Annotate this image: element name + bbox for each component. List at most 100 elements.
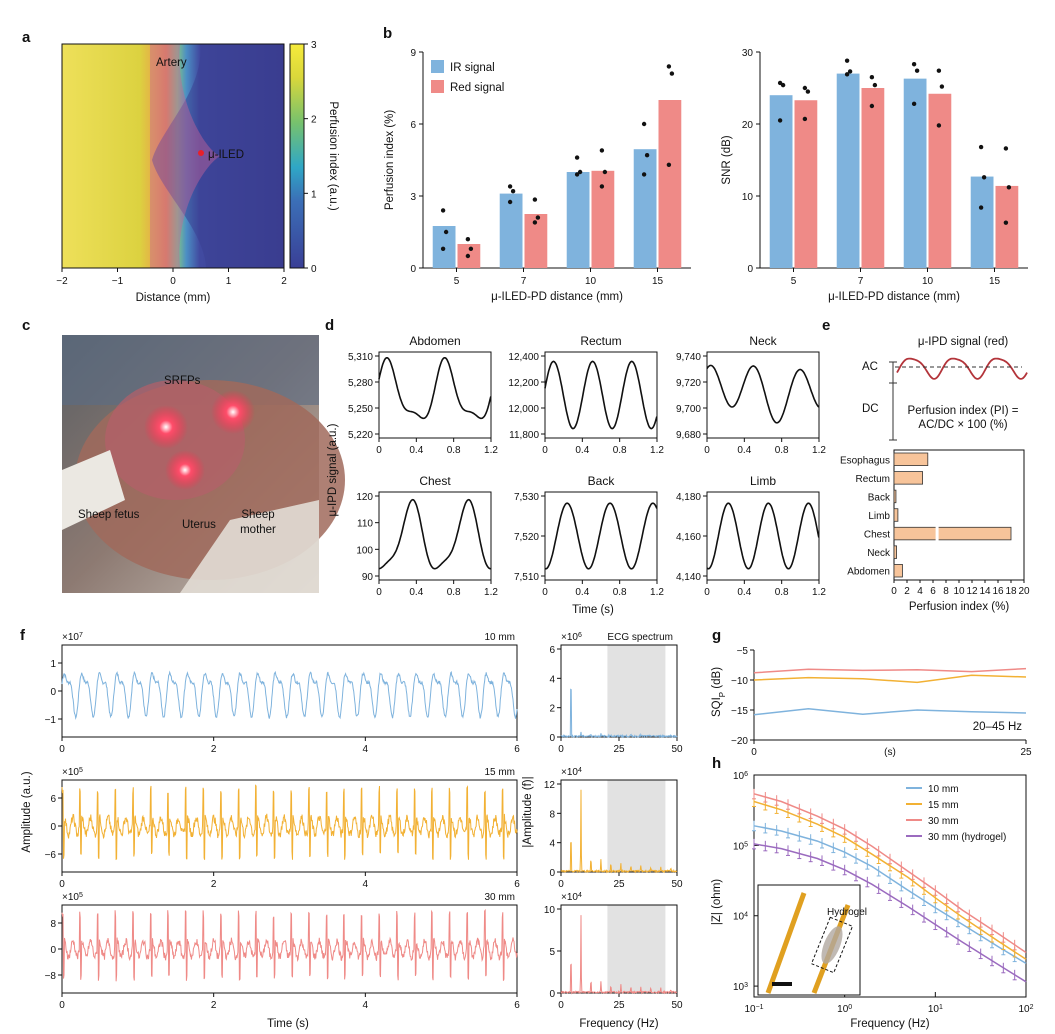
h-xtick-label: 102: [1018, 1004, 1033, 1016]
f-ytick-label: 1: [50, 659, 56, 670]
d-signal-line: [544, 360, 658, 430]
f-exponent: ×105: [62, 767, 83, 779]
data-point: [939, 84, 945, 89]
d-frame: [378, 491, 492, 581]
h-ytick-label: 106: [733, 771, 748, 783]
data-point: [780, 82, 786, 88]
e-category-label: Esophagus: [840, 455, 890, 466]
e-formula-2: AC/DC × 100 (%): [918, 419, 1007, 431]
data-point: [443, 229, 449, 235]
led-marker: [198, 150, 204, 156]
data-point: [641, 172, 647, 177]
d-xtick-label: 0.4: [409, 587, 423, 598]
data-point: [802, 116, 808, 122]
data-point: [936, 68, 942, 73]
h-legend-label: 30 mm: [928, 816, 959, 827]
f-exponent: ×107: [62, 632, 83, 644]
f-spec-ytick-label: 6: [549, 645, 555, 656]
x-tick-label: 5: [791, 276, 797, 287]
f-ytick-label: 8: [50, 919, 56, 930]
d-xtick-label: 1.2: [650, 587, 664, 598]
data-point: [872, 82, 878, 88]
d-ytick-label: 12,400: [508, 352, 539, 363]
colorbar: [289, 43, 305, 269]
f-spec-ytick-label: 0: [549, 989, 555, 1000]
e-category-label: Limb: [868, 511, 890, 522]
panel-a: Artery μ-ILED −2 −1 0 1 2 Distance (mm) 0 1 2 3…: [56, 40, 339, 304]
y-tick-label: 9: [410, 48, 416, 59]
f-spec-ytick-label: 0: [549, 733, 555, 744]
d-ytick-label: 5,310: [348, 352, 373, 363]
artery-label: Artery: [156, 57, 187, 69]
h-ytick-label: 104: [733, 911, 748, 923]
f-signal-line: [61, 784, 518, 861]
d-xtick-label: 1.2: [650, 445, 664, 456]
panel-g-ylabel: SQIP (dB): [711, 667, 727, 717]
data-point: [844, 58, 850, 63]
f-spec-ytick-label: 12: [544, 780, 556, 791]
e-xlabel: Perfusion index (%): [909, 601, 1010, 613]
data-point: [599, 184, 605, 189]
d-frame: [706, 351, 820, 439]
led-glow-1: [144, 405, 188, 449]
data-point: [978, 205, 984, 210]
x-axis-label: μ-ILED-PD distance (mm): [491, 291, 623, 303]
data-point: [666, 64, 672, 69]
y-tick-label: 6: [410, 120, 416, 131]
f-xtick-label: 0: [59, 744, 65, 755]
colorbar-ticks: 0 1 2 3: [304, 40, 317, 275]
g-ytick-label: −15: [731, 706, 748, 717]
f-ytick-label: 0: [50, 945, 56, 956]
data-point: [577, 169, 583, 175]
panel-c-photo: SRFPs Sheep fetus Uterus Sheep mother: [62, 335, 345, 593]
y-axis-label: Perfusion index (%): [384, 110, 396, 211]
data-point: [510, 189, 516, 194]
d-xtick-label: 0: [376, 445, 382, 456]
data-point: [844, 72, 850, 77]
f-xtick-label: 6: [514, 1000, 520, 1011]
f-ytick-label: −6: [45, 850, 57, 861]
h-legend-label: 30 mm (hydrogel): [928, 832, 1006, 843]
panel-e-bar-chart: Esophagus Rectum Back Limb Chest Neck Abdomen0…: [840, 449, 1030, 613]
data-point: [666, 162, 672, 167]
a-xtick-label: 1: [226, 276, 232, 287]
panel-letter-g: g: [712, 627, 721, 644]
g-xtick-label: 25: [1020, 747, 1032, 758]
e-xtick-label: 6: [930, 586, 936, 597]
f-spec-ytick-label: 2: [549, 704, 555, 715]
inset-label: Hydrogel: [827, 907, 867, 918]
data-point: [465, 253, 471, 259]
data-point: [847, 69, 853, 74]
d-ytick-label: 9,720: [676, 378, 701, 389]
g-series-line: [753, 708, 1027, 716]
f-spec-xtick-label: 25: [613, 879, 625, 890]
f-ytick-label: 0: [50, 822, 56, 833]
data-point: [1003, 220, 1009, 225]
g-series-line: [753, 674, 1027, 684]
d-title: Rectum: [580, 334, 621, 348]
d-xtick-label: 0.8: [447, 445, 461, 456]
d-title: Abdomen: [409, 334, 460, 348]
e-xtick-label: 18: [1005, 586, 1017, 597]
d-ytick-label: 110: [357, 519, 373, 530]
f-trace-1: 1 0 −1 0 2 4 6 ×107 10 mm: [45, 632, 521, 756]
panel-letter-d: d: [325, 317, 334, 334]
e-xtick-label: 4: [917, 586, 923, 597]
d-ytick-label: 12,000: [508, 404, 539, 415]
d-title: Limb: [750, 474, 776, 488]
panel-letter-c: c: [22, 317, 30, 334]
f-xtick-label: 0: [59, 1000, 65, 1011]
panel-letter-e: e: [822, 317, 830, 334]
f-distance-label: 15 mm: [484, 767, 515, 778]
d-xtick-label: 1.2: [484, 587, 498, 598]
d-xtick-label: 0.4: [575, 445, 589, 456]
f-spec-ytick-label: 4: [549, 674, 555, 685]
d-xtick-label: 1.2: [812, 587, 826, 598]
d-title: Neck: [749, 334, 777, 348]
x-tick-label: 7: [521, 276, 527, 287]
d-signal-line: [378, 357, 492, 420]
data-point: [802, 85, 808, 91]
f-ytick-label: 0: [50, 687, 56, 698]
